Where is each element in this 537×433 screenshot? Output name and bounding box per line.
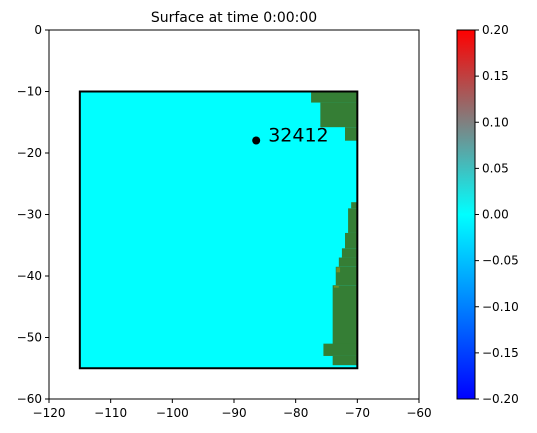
land-cell xyxy=(332,355,358,366)
land-cell xyxy=(335,266,358,286)
colorbar-tick-label: 0.20 xyxy=(482,23,509,37)
x-tick-label: −90 xyxy=(221,406,246,420)
land-cell xyxy=(351,202,358,209)
land-cell xyxy=(341,248,358,258)
y-tick-label: −20 xyxy=(17,146,42,160)
x-tick-label: −120 xyxy=(33,406,66,420)
land-cell xyxy=(345,127,358,141)
gauge-marker xyxy=(252,136,261,145)
annotation-layer: 32412 xyxy=(78,90,359,370)
y-tick-label: −30 xyxy=(17,208,42,222)
y-tick-label: −10 xyxy=(17,85,42,99)
land-cell xyxy=(338,257,358,267)
land-cell xyxy=(345,232,358,249)
plot-area: 32412 xyxy=(48,29,420,400)
land-cell xyxy=(332,285,358,350)
x-tick-label: −70 xyxy=(345,406,370,420)
y-tick-label: −50 xyxy=(17,331,42,345)
land-highlight-cell xyxy=(333,285,339,288)
x-tick-label: −100 xyxy=(156,406,189,420)
colorbar-tick-label: −0.20 xyxy=(482,392,519,406)
colorbar-tick-label: −0.15 xyxy=(482,346,519,360)
land-cell xyxy=(323,343,358,356)
x-tick-label: −110 xyxy=(94,406,127,420)
colorbar-tick-label: 0.05 xyxy=(482,161,509,175)
y-tick-label: −40 xyxy=(17,269,42,283)
y-axis: 0 −10 −20 −30 −40 −50 −60 xyxy=(17,23,49,406)
water-surface xyxy=(79,91,358,369)
chart-title: Surface at time 0:00:00 xyxy=(151,10,317,26)
land-cell xyxy=(348,208,358,233)
y-tick-label: −60 xyxy=(17,392,42,406)
gauge-label: 32412 xyxy=(268,125,328,147)
land-cell xyxy=(320,102,358,128)
colorbar: 0.20 0.15 0.10 0.05 0.00 −0.05 −0.10 −0.15 −0.20 xyxy=(456,23,519,406)
x-tick-label: −80 xyxy=(283,406,308,420)
x-tick-label: −60 xyxy=(406,406,431,420)
colorbar-tick-label: −0.10 xyxy=(482,300,519,314)
colorbar-axis: 0.20 0.15 0.10 0.05 0.00 −0.05 −0.10 −0.15 −0.20 xyxy=(475,23,519,406)
land-cell xyxy=(311,91,358,103)
x-axis: −120 −110 −100 −90 −80 −70 −60 xyxy=(33,399,432,420)
y-tick-label: 0 xyxy=(34,23,42,37)
domain-box xyxy=(78,90,359,370)
land-highlight-cell xyxy=(336,267,341,273)
map-layer xyxy=(79,91,358,369)
colorbar-tick-label: 0.00 xyxy=(482,208,509,222)
colorbar-tick-label: 0.10 xyxy=(482,115,509,129)
colorbar-tick-label: −0.05 xyxy=(482,254,519,268)
colorbar-tick-label: 0.15 xyxy=(482,69,509,83)
colorbar-bar xyxy=(456,29,476,400)
